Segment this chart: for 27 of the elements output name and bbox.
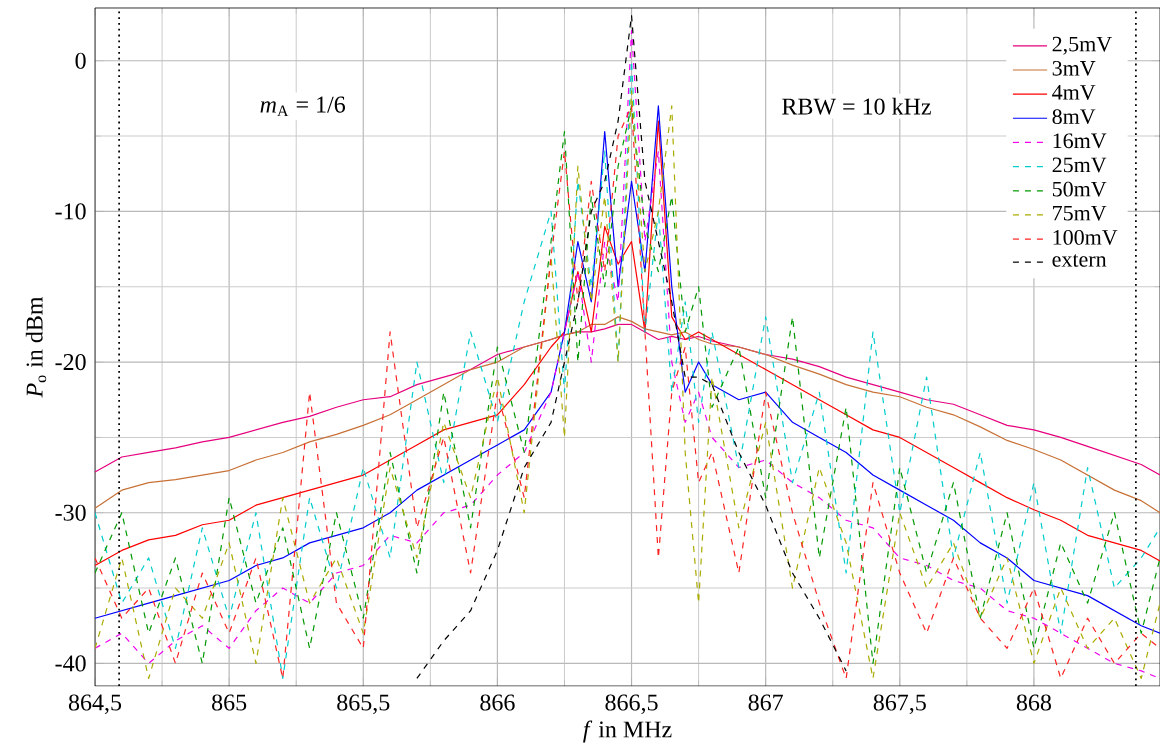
legend-label: 25mV	[1052, 157, 1107, 173]
legend-label: 16mV	[1053, 133, 1107, 149]
legend-label: 75mV	[1053, 205, 1107, 221]
legend-label: 8mV	[1052, 109, 1096, 125]
legend-label: 4mV	[1052, 85, 1096, 100]
x-tick-label: 865	[212, 694, 247, 711]
legend-label: extern	[1052, 254, 1107, 267]
annotation: m$_{A}$ = 1/6	[260, 96, 346, 117]
x-tick-label: 867	[748, 694, 783, 711]
legend-label: 3mV	[1052, 60, 1096, 76]
annotation: RBW = 10 kHz	[782, 97, 931, 115]
legend-label: 2,5mV	[1052, 36, 1112, 55]
legend-label: 100mV	[1053, 229, 1118, 245]
legend-label: 50mV	[1052, 181, 1107, 197]
x-tick-label: 868	[1016, 694, 1052, 711]
x-tick-label: 864,5	[68, 694, 122, 715]
y-tick-label: 0	[75, 52, 86, 69]
x-tick-label: 866,5	[605, 694, 658, 715]
x-axis-title: f in MHz	[583, 720, 672, 743]
x-tick-label: 865,5	[337, 694, 390, 715]
x-tick-label: 867,5	[873, 694, 926, 715]
y-tick-label: -10	[55, 203, 86, 220]
x-tick-label: 866	[480, 694, 515, 711]
y-tick-label: -30	[55, 504, 86, 521]
y-tick-label: -20	[55, 353, 86, 371]
y-tick-label: -40	[55, 655, 86, 672]
y-axis-title: P$_{o}$ in dBm	[25, 296, 47, 398]
